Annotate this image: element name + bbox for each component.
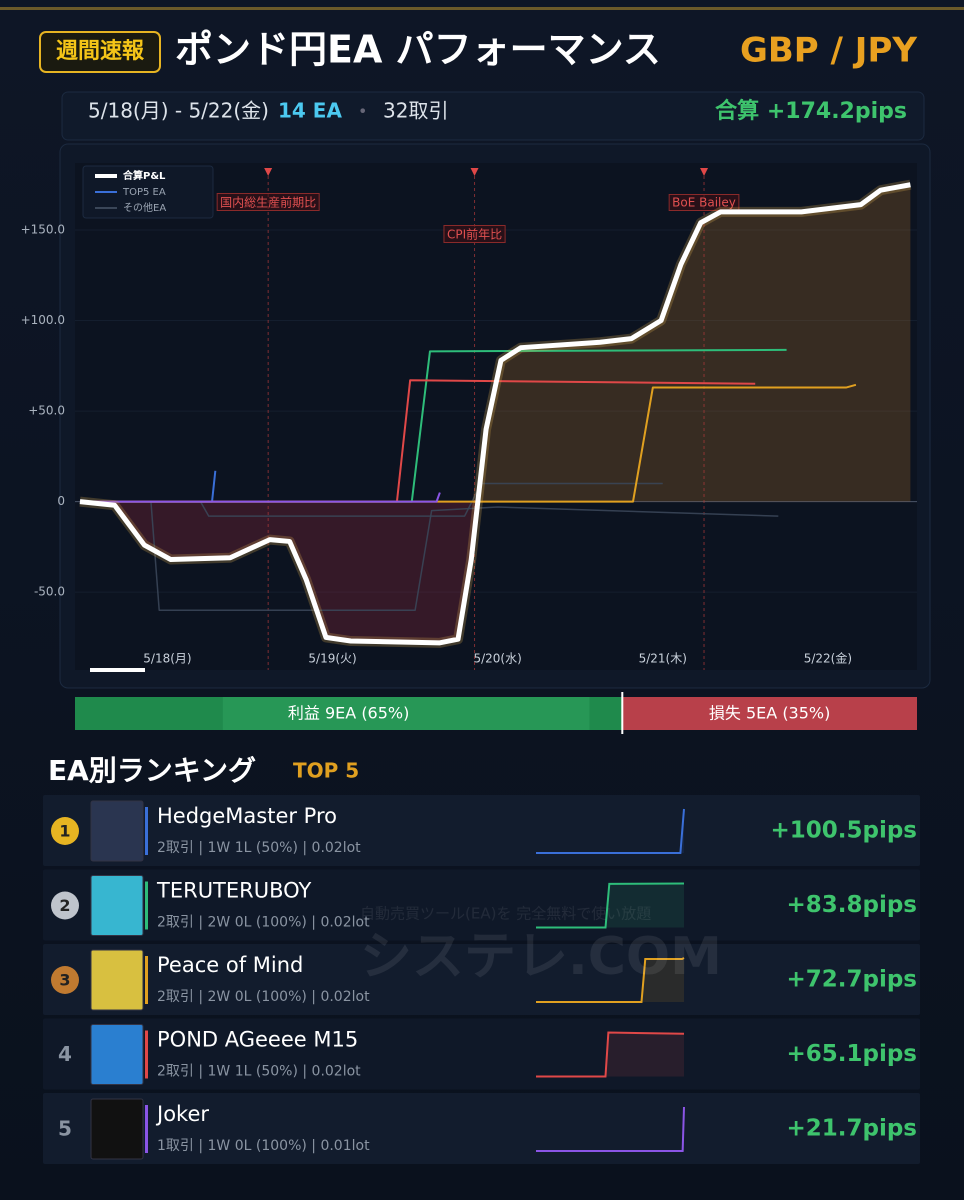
x-tick-label: 5/22(金): [804, 651, 852, 666]
event-marker: [470, 168, 479, 176]
thumbnail: [90, 949, 144, 1011]
event-label-box: [443, 225, 506, 243]
x-tick-label: 5/20(水): [473, 652, 521, 666]
rank: 3: [59, 971, 70, 990]
legend-label: TOP5 EA: [122, 187, 166, 198]
y-tick-label: +100.0: [21, 313, 65, 327]
rank: 4: [58, 1042, 72, 1066]
ranking-title: EA別ランキング: [48, 754, 256, 787]
thumbnail: [90, 875, 144, 936]
ea-name: HedgeMaster Pro: [157, 804, 337, 828]
top5-ea-line: [79, 492, 441, 503]
sparkline: [536, 1106, 685, 1152]
medal: [51, 817, 79, 845]
summary-bar: [61, 91, 925, 141]
pips: +65.1pips: [786, 1041, 917, 1067]
x-tick-label: 5/18(月): [143, 652, 191, 666]
event-marker: [700, 168, 709, 176]
pips: +72.7pips: [786, 967, 917, 993]
legend-box: [82, 165, 214, 219]
area-profit: [79, 184, 911, 502]
rank: 1: [59, 822, 70, 841]
ea-stats: 2取引 | 2W 0L (100%) | 0.02lot: [157, 989, 370, 1005]
watermark: システレ.COM: [360, 927, 722, 987]
event-marker: [264, 168, 273, 176]
badge-text: 週間速報: [56, 38, 145, 64]
thumbnail: [90, 1098, 144, 1160]
pips: +21.7pips: [786, 1116, 917, 1142]
total: 合算 +174.2pips: [715, 98, 907, 124]
row: [43, 795, 920, 866]
watermark-sub: 自動売買ツール(EA)を 完全無料で使い放題: [360, 905, 651, 923]
ranking-subtitle: TOP 5: [293, 759, 359, 783]
rank: 5: [58, 1117, 72, 1141]
pair: GBP / JPY: [740, 31, 917, 71]
sparkline: [536, 882, 685, 929]
period: 5/18(月) - 5/22(金): [88, 99, 269, 123]
row: [43, 944, 920, 1015]
badge: [39, 31, 161, 73]
ea-name: Peace of Mind: [157, 953, 303, 977]
accent: [145, 807, 148, 855]
accent: [145, 1030, 148, 1079]
row: [43, 1018, 920, 1090]
plot-area: [75, 163, 917, 670]
top-border: [0, 7, 964, 10]
sparkline: [536, 1031, 685, 1078]
profit-label: 利益 9EA (65%): [288, 704, 409, 723]
y-tick-label: +150.0: [21, 222, 65, 236]
sparkline-area: [536, 883, 684, 928]
x-tick-label: 5/19(火): [308, 652, 356, 666]
legend-label: その他EA: [123, 201, 166, 214]
row: [43, 1093, 920, 1164]
sparkline-area: [536, 958, 684, 1002]
event-label: BoE Bailey: [672, 196, 736, 210]
ea-stats: 2取引 | 1W 1L (50%) | 0.02lot: [157, 840, 361, 856]
ea-name: POND AGeeee M15: [157, 1028, 358, 1052]
sparkline: [536, 957, 685, 1003]
scroll-handle: [90, 668, 145, 672]
ea-count: 14 EA: [278, 99, 342, 123]
medal: [51, 891, 79, 920]
loss-bar: [622, 697, 917, 730]
sparkline-area: [536, 1032, 684, 1077]
pips: +100.5pips: [770, 818, 917, 844]
top5-ea-line: [79, 383, 857, 503]
accent: [145, 956, 148, 1004]
profit-shade: [222, 697, 590, 730]
title: ポンド円EA パフォーマンス: [175, 28, 661, 72]
ea-name: Joker: [155, 1102, 209, 1126]
y-tick-label: 0: [57, 494, 65, 508]
accent: [145, 1105, 148, 1153]
event-label: 国内総生産前期比: [220, 195, 316, 210]
event-label-box: [216, 193, 320, 211]
row: [43, 869, 920, 941]
legend-label: 合算P&L: [122, 169, 166, 182]
pips: +83.8pips: [786, 892, 917, 918]
ea-stats: 1取引 | 1W 0L (100%) | 0.01lot: [157, 1138, 370, 1154]
total-line: [79, 182, 911, 646]
loss-label: 損失 5EA (35%): [709, 704, 830, 723]
event-label: CPI前年比: [447, 227, 502, 242]
separator: •: [358, 102, 367, 121]
y-tick-label: -50.0: [34, 585, 65, 599]
ea-stats: 2取引 | 1W 1L (50%) | 0.02lot: [157, 1064, 361, 1080]
area-loss: [79, 501, 911, 643]
medal: [51, 966, 79, 994]
ea-name: TERUTERUBOY: [156, 879, 312, 903]
sparkline: [536, 808, 685, 854]
rank: 2: [59, 896, 70, 915]
trades: 32取引: [383, 99, 448, 123]
thumbnail: [90, 800, 144, 862]
ea-stats: 2取引 | 2W 0L (100%) | 0.02lot: [157, 915, 370, 931]
event-label-box: [668, 194, 740, 211]
y-tick-label: +50.0: [28, 404, 65, 418]
thumbnail: [90, 1024, 144, 1085]
accent: [145, 881, 148, 930]
x-tick-label: 5/21(木): [639, 652, 687, 666]
